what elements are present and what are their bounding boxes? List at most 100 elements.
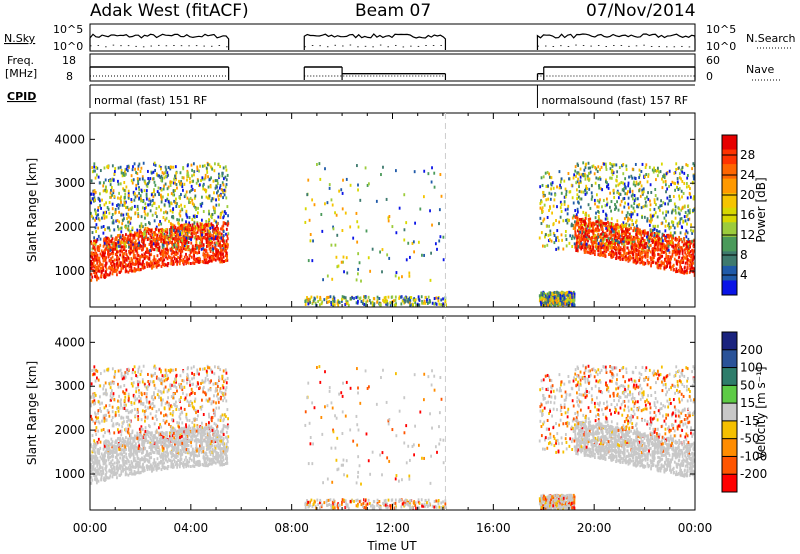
power-echo — [673, 226, 676, 230]
power-echo — [633, 176, 636, 180]
power-echo — [115, 247, 118, 251]
power-echo — [672, 220, 675, 224]
power-echo — [141, 248, 143, 252]
power-echo — [378, 297, 381, 301]
power-echo — [647, 231, 649, 235]
power-echo — [151, 265, 154, 269]
power-echo — [648, 248, 650, 252]
power-echo — [631, 193, 634, 197]
power-echo — [546, 170, 549, 174]
power-echo — [120, 169, 123, 173]
power-echo — [160, 240, 163, 244]
power-echo — [621, 257, 624, 261]
power-echo — [127, 224, 130, 228]
power-echo — [130, 246, 132, 250]
power-echo — [678, 235, 681, 239]
power-echo — [597, 215, 600, 219]
power-echo — [221, 228, 224, 232]
power-echo — [539, 300, 542, 304]
power-echo — [166, 257, 169, 261]
power-echo — [585, 222, 588, 226]
power-echo — [184, 193, 187, 197]
power-echo — [653, 198, 656, 202]
power-echo — [610, 234, 613, 238]
power-echo — [110, 268, 113, 272]
power-echo — [627, 196, 630, 200]
power-echo — [94, 176, 97, 180]
power-echo — [548, 191, 551, 195]
power-echo — [158, 258, 161, 262]
power-echo — [623, 196, 626, 200]
power-echo — [143, 230, 146, 234]
power-echo — [672, 263, 675, 267]
power-echo — [604, 180, 607, 184]
power-echo — [180, 254, 183, 258]
power-echo — [154, 258, 157, 262]
nsky-trace — [89, 33, 696, 50]
power-echo — [124, 201, 126, 205]
power-echo — [107, 254, 110, 258]
power-echo — [661, 261, 664, 265]
power-echo — [692, 195, 695, 199]
power-echo — [155, 242, 158, 246]
power-echo — [642, 205, 645, 209]
power-echo — [619, 255, 622, 259]
power-echo — [96, 166, 99, 170]
power-echo — [174, 165, 177, 169]
power-echo — [686, 222, 688, 226]
power-echo — [187, 171, 189, 175]
power-echo — [575, 241, 578, 245]
power-echo — [605, 185, 608, 189]
power-echo — [224, 165, 227, 169]
power-echo — [185, 220, 187, 224]
power-echo — [613, 195, 616, 199]
power-y-axis-label: Slant Range [km] — [25, 158, 39, 262]
power-echo — [179, 227, 182, 231]
power-echo — [687, 251, 690, 255]
power-echo — [589, 251, 592, 255]
power-echo — [641, 162, 644, 166]
power-echo — [609, 167, 612, 171]
power-echo — [653, 213, 656, 217]
power-echo — [585, 229, 588, 233]
power-echo — [555, 298, 557, 302]
power-echo — [109, 183, 112, 187]
power-echo — [599, 249, 602, 253]
power-echo — [574, 226, 577, 230]
power-echo — [141, 231, 144, 235]
power-echo — [198, 183, 201, 187]
power-echo — [97, 226, 100, 230]
power-echo — [217, 172, 220, 176]
power-echo — [207, 196, 209, 200]
power-echo — [587, 203, 590, 207]
power-echo — [671, 209, 674, 213]
power-echo — [180, 240, 182, 244]
power-echo — [150, 230, 153, 234]
power-echo — [225, 258, 227, 262]
power-echo — [666, 239, 668, 243]
power-echo — [218, 174, 221, 178]
power-echo — [125, 258, 128, 262]
power-echo — [631, 240, 634, 244]
power-echo — [307, 259, 310, 263]
power-echo — [577, 234, 580, 238]
power-echo — [141, 225, 144, 229]
power-echo — [412, 240, 415, 244]
power-echo — [627, 202, 630, 206]
power-echo — [94, 190, 97, 194]
power-echo — [649, 199, 651, 203]
power-echo — [602, 232, 605, 236]
power-echo — [584, 220, 587, 224]
power-echo — [625, 255, 627, 259]
power-echo — [637, 253, 640, 257]
power-echo — [174, 260, 177, 264]
power-echo — [675, 167, 678, 171]
power-echo — [155, 265, 158, 269]
power-echo — [660, 204, 663, 208]
power-echo — [658, 170, 660, 174]
power-echo — [603, 162, 605, 166]
power-echo — [581, 243, 584, 247]
power-echo — [661, 242, 664, 246]
power-echo — [166, 211, 169, 215]
power-echo — [193, 247, 196, 251]
